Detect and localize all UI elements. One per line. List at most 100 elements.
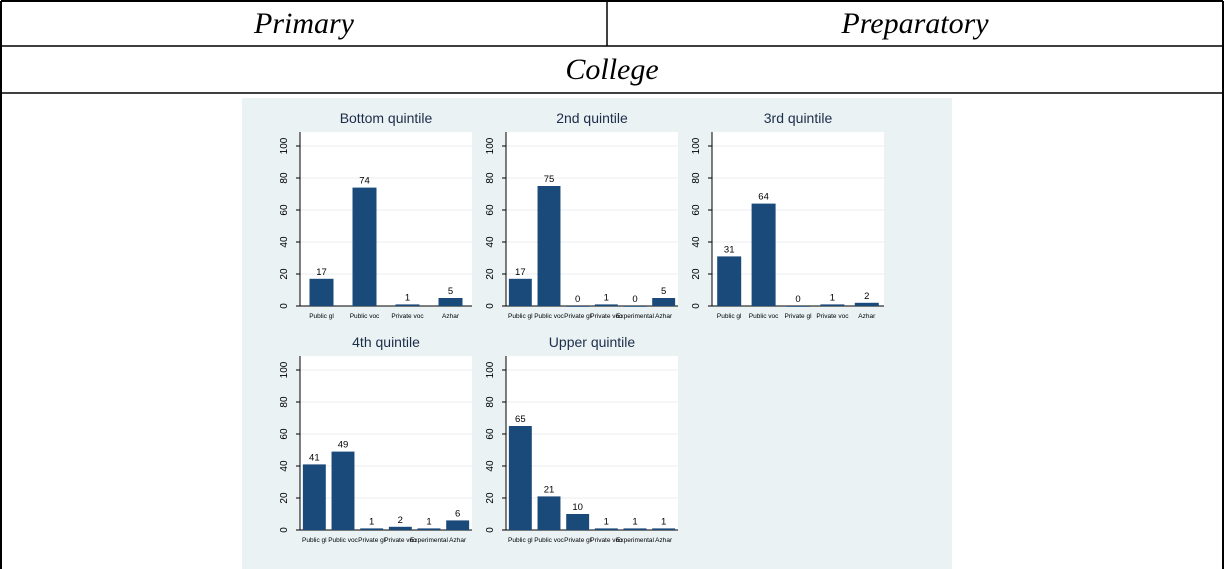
x-tick-label: Private gl [784, 313, 812, 320]
y-tick-label: 0 [485, 303, 496, 309]
x-tick-label: Azhar [442, 313, 460, 320]
header-primary: Primary [254, 7, 354, 40]
bar [446, 520, 470, 530]
y-tick-label: 60 [279, 428, 290, 440]
chart-panel: Bottom quintile 0 20 40 60 80 100 17 Public gl 74… [242, 98, 952, 569]
chart-4: 4th quintile 0 20 40 60 80 100 41 Public gl 49 Pub… [279, 334, 472, 544]
bar [352, 187, 377, 306]
header-preparatory: Preparatory [841, 7, 989, 40]
plot-area [300, 356, 472, 530]
bar [854, 302, 879, 306]
y-tick-label: 100 [279, 137, 290, 154]
x-tick-label: Private gl [564, 313, 592, 320]
x-tick-label: Azhar [655, 313, 673, 320]
y-tick-label: 40 [485, 236, 496, 248]
bar-value-label: 0 [632, 294, 637, 305]
y-tick-label: 20 [485, 492, 496, 504]
bar [309, 278, 334, 306]
bar-value-label: 65 [515, 414, 526, 425]
x-tick-label: Public gl [717, 313, 742, 320]
bar [594, 528, 618, 530]
bar [395, 304, 420, 306]
bar [508, 278, 532, 306]
y-tick-label: 100 [691, 137, 702, 154]
bar-value-label: 1 [632, 516, 637, 527]
x-tick-label: Private voc [816, 313, 849, 320]
x-tick-label: Public voc [534, 313, 564, 320]
bar [594, 304, 618, 306]
bar [360, 528, 384, 530]
bar [652, 298, 676, 306]
y-tick-label: 80 [485, 396, 496, 408]
bar-value-label: 64 [758, 192, 769, 203]
bar-value-label: 10 [572, 502, 583, 513]
plot-area [506, 132, 678, 306]
bar-value-label: 1 [661, 516, 666, 527]
bar [652, 528, 676, 530]
x-tick-label: Public voc [328, 537, 358, 544]
bar [438, 298, 463, 306]
bar [566, 306, 590, 307]
x-tick-label: Public voc [350, 313, 380, 320]
x-tick-label: Public voc [749, 313, 779, 320]
bar [537, 186, 561, 306]
y-tick-label: 40 [279, 236, 290, 248]
chart-title: Upper quintile [549, 334, 636, 350]
x-tick-label: Experimental [410, 537, 448, 544]
bar-value-label: 1 [604, 292, 609, 303]
y-tick-label: 60 [485, 428, 496, 440]
bar-value-label: 5 [448, 286, 453, 297]
x-tick-label: Public gl [508, 537, 533, 544]
bar [537, 496, 561, 530]
bar-value-label: 1 [830, 292, 835, 303]
y-tick-label: 80 [691, 172, 702, 184]
y-tick-label: 40 [485, 460, 496, 472]
y-tick-label: 20 [279, 492, 290, 504]
x-tick-label: Azhar [449, 537, 467, 544]
bar [820, 304, 845, 306]
chart-5: Upper quintile 0 20 40 60 80 100 65 Public gl 21 P… [485, 334, 678, 544]
x-tick-label: Private voc [590, 537, 623, 544]
y-tick-label: 80 [279, 172, 290, 184]
bar-value-label: 2 [864, 291, 869, 302]
x-tick-label: Public gl [309, 313, 334, 320]
y-tick-label: 20 [691, 268, 702, 280]
bar-value-label: 1 [604, 516, 609, 527]
chart-title: Bottom quintile [340, 110, 433, 126]
header-college: College [565, 53, 659, 86]
bar [623, 306, 647, 307]
bar [331, 451, 355, 530]
bar-value-label: 49 [338, 440, 349, 451]
bar-value-label: 0 [575, 294, 580, 305]
bar [786, 306, 810, 307]
bar-value-label: 21 [544, 484, 555, 495]
y-tick-label: 0 [279, 527, 290, 533]
chart-title: 4th quintile [352, 334, 420, 350]
bar-value-label: 6 [455, 508, 460, 519]
y-tick-label: 80 [485, 172, 496, 184]
bar [623, 528, 647, 530]
y-tick-label: 60 [279, 204, 290, 216]
chart-title: 2nd quintile [556, 110, 628, 126]
bar-value-label: 1 [426, 516, 431, 527]
bar-value-label: 1 [369, 516, 374, 527]
x-tick-label: Azhar [858, 313, 876, 320]
bar [417, 528, 441, 530]
chart-title: 3rd quintile [764, 110, 833, 126]
x-tick-label: Private voc [590, 313, 623, 320]
chart-1: Bottom quintile 0 20 40 60 80 100 17 Public gl 74… [279, 110, 472, 320]
x-tick-label: Private voc [391, 313, 424, 320]
bar-value-label: 17 [515, 267, 526, 278]
bar-value-label: 17 [316, 267, 327, 278]
x-tick-label: Private gl [564, 537, 592, 544]
bar-value-label: 1 [405, 292, 410, 303]
x-tick-label: Experimental [616, 537, 654, 544]
bar-value-label: 0 [795, 294, 800, 305]
bar [508, 426, 532, 530]
y-tick-label: 80 [279, 396, 290, 408]
bar-value-label: 74 [359, 176, 370, 187]
